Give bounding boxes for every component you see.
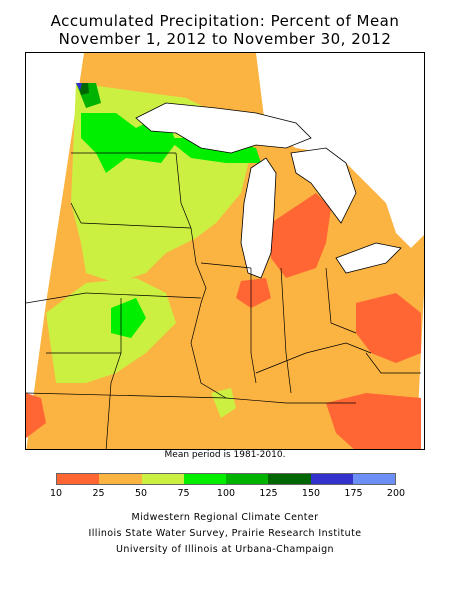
legend-swatch-150-175 (310, 474, 353, 484)
lake-erie (335, 242, 402, 274)
region-10-25-illinois-indiana (236, 278, 271, 308)
legend-tick: 10 (49, 488, 63, 499)
map-date-range: November 1, 2012 to November 30, 2012 (58, 30, 392, 48)
map-title: Accumulated Precipitation: Percent of Me… (50, 12, 400, 30)
legend-tick: 50 (134, 488, 148, 499)
mean-period-note: Mean period is 1981-2010. (164, 450, 286, 460)
color-legend (56, 473, 396, 485)
lake-michigan (240, 157, 277, 279)
region-50-75-south (211, 388, 236, 418)
legend-tick: 175 (344, 488, 363, 499)
legend-tick: 125 (259, 488, 278, 499)
legend-swatch-50-75 (141, 474, 184, 484)
legend-swatch-75-100 (183, 474, 226, 484)
legend-tick: 100 (216, 488, 236, 499)
region-150-175-nw (76, 83, 82, 91)
legend-tick: 150 (301, 488, 321, 499)
legend-swatch-125-150 (268, 474, 311, 484)
legend-tick: 200 (386, 488, 406, 499)
credit-survey: Illinois State Water Survey, Prairie Res… (88, 528, 362, 539)
region-10-25-east (326, 393, 421, 449)
precipitation-map (25, 52, 425, 450)
region-10-25-southwest (26, 393, 46, 438)
legend-swatch-25-50 (99, 474, 142, 484)
lake-superior (135, 102, 312, 154)
region-10-25-michigan (271, 193, 331, 278)
credit-university: University of Illinois at Urbana-Champai… (116, 544, 334, 555)
lake-huron (290, 147, 357, 224)
legend-tick: 25 (92, 488, 105, 499)
out-of-domain-area (256, 53, 424, 248)
region-10-25-ohio (356, 293, 421, 363)
credit-center: Midwestern Regional Climate Center (131, 512, 319, 523)
legend-swatch-10-25 (57, 474, 100, 484)
legend-swatch-175-200 (352, 474, 395, 484)
legend-swatch-100-125 (226, 474, 269, 484)
out-of-domain-right (416, 292, 424, 449)
region-75-100-iowa (111, 298, 146, 338)
state-boundaries (26, 152, 421, 449)
legend-tick-labels: 10 25 50 75 100 125 150 175 200 (50, 488, 405, 500)
out-of-domain-left (26, 53, 84, 449)
legend-tick: 75 (177, 488, 190, 499)
